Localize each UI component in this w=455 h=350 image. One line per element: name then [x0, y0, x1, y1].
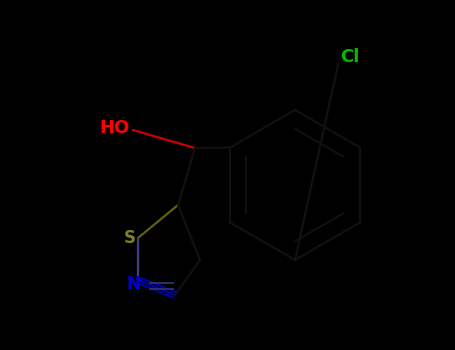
- Text: S: S: [124, 229, 136, 247]
- Text: Cl: Cl: [340, 48, 359, 66]
- Text: HO: HO: [100, 119, 130, 137]
- Text: N: N: [126, 275, 140, 293]
